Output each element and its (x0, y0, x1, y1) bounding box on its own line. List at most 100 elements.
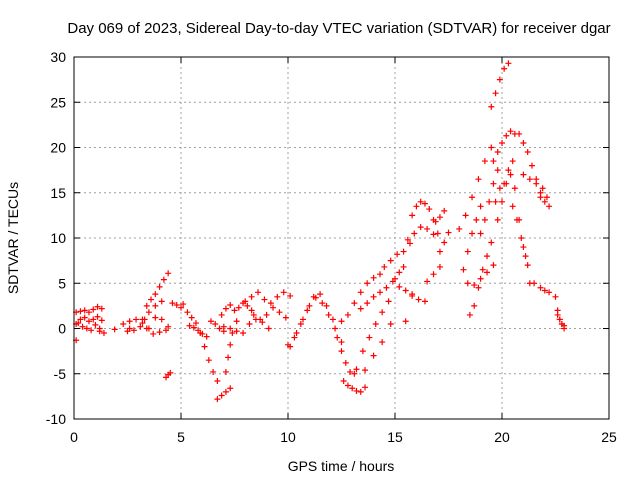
data-point-s12 (186, 322, 193, 329)
x-tick-label: 0 (70, 429, 78, 445)
data-point-s05 (133, 316, 140, 323)
data-point-s06 (163, 327, 170, 334)
data-point-s17 (233, 328, 240, 335)
data-point-s10 (178, 304, 184, 311)
data-point-s25 (372, 320, 379, 327)
x-tick-label: 10 (280, 429, 296, 445)
data-point-s07 (143, 302, 150, 309)
data-point-s41 (494, 167, 501, 174)
data-point-s18 (261, 296, 268, 303)
data-point-s34 (436, 263, 443, 270)
data-point-s36 (445, 229, 452, 236)
y-tick-label: 0 (58, 321, 66, 337)
data-point-s47 (520, 139, 527, 146)
data-point-s40 (484, 269, 491, 276)
data-point-s05 (126, 318, 133, 325)
data-point-s27 (362, 367, 369, 374)
data-point-s43 (490, 158, 497, 165)
data-point-s02 (88, 327, 95, 334)
data-point-s26 (377, 289, 384, 296)
data-point-s16 (218, 311, 225, 318)
data-point-s38 (464, 248, 471, 255)
data-point-s11 (205, 357, 212, 364)
x-tick-label: 25 (601, 429, 617, 445)
data-point-s46 (513, 216, 520, 223)
data-point-s05 (152, 314, 159, 321)
y-tick-label: 5 (58, 275, 66, 291)
data-point-s07 (165, 270, 172, 277)
data-point-s06 (156, 329, 163, 336)
data-point-s21 (325, 311, 332, 318)
data-point-s08 (158, 298, 165, 305)
data-point-s24 (370, 274, 377, 281)
data-point-s03 (81, 314, 88, 321)
data-point-s26 (357, 305, 364, 312)
data-point-s09 (167, 369, 174, 376)
data-point-s44 (505, 167, 512, 174)
data-point-s11 (188, 314, 195, 321)
x-axis-label: GPS time / hours (288, 458, 395, 474)
data-point-s14 (227, 385, 234, 392)
data-point-s37 (481, 158, 488, 165)
data-point-s24 (364, 280, 371, 287)
data-point-s29 (396, 269, 403, 276)
data-point-s33 (409, 291, 416, 298)
data-point-s21 (306, 302, 313, 309)
data-point-s01 (98, 305, 105, 312)
data-point-s02 (83, 325, 90, 332)
data-point-s01 (85, 309, 92, 316)
data-point-s19 (276, 309, 283, 316)
data-point-s19 (250, 311, 257, 318)
data-point-s39 (466, 311, 473, 318)
data-point-s33 (421, 298, 428, 305)
data-point-s12 (199, 330, 206, 337)
data-point-s11 (201, 343, 208, 350)
data-point-s33 (415, 296, 422, 303)
data-point-s34 (424, 278, 431, 285)
data-point-s28 (387, 257, 394, 264)
data-point-s22 (338, 348, 345, 355)
data-point-s17 (227, 325, 234, 332)
data-point-s30 (402, 318, 409, 325)
data-point-s31 (417, 198, 424, 205)
data-point-s15 (233, 318, 240, 325)
data-point-s08 (152, 302, 159, 309)
data-point-s41 (490, 180, 497, 187)
data-point-s21 (287, 343, 294, 350)
data-point-s02 (92, 321, 99, 328)
data-point-s28 (400, 248, 407, 255)
data-point-s45 (499, 198, 505, 205)
data-point-s45 (503, 180, 510, 187)
data-point-s22 (347, 368, 354, 375)
data-point-s21 (299, 316, 306, 323)
data-point-s07 (156, 283, 163, 290)
data-point-s25 (359, 348, 366, 355)
data-point-s31 (409, 212, 416, 219)
data-point-s19 (263, 311, 270, 318)
data-point-s25 (353, 366, 360, 373)
data-point-s24 (351, 300, 358, 307)
data-point-s11 (210, 368, 217, 375)
data-point-s37 (469, 194, 476, 201)
y-tick-label: -10 (46, 411, 66, 427)
data-point-s18 (287, 292, 294, 299)
data-point-s31 (413, 203, 420, 210)
data-point-s05 (158, 316, 165, 323)
data-point-s25 (379, 309, 386, 316)
y-tick-label: -5 (54, 366, 67, 382)
data-point-s03 (90, 316, 97, 323)
data-point-s20 (304, 307, 311, 314)
data-point-s52 (554, 311, 561, 318)
data-point-s29 (400, 263, 407, 270)
data-point-s01 (90, 306, 97, 313)
data-point-s20 (297, 320, 304, 327)
data-point-s15 (229, 330, 236, 337)
y-tick-label: 30 (50, 49, 66, 65)
data-point-s17 (246, 320, 253, 327)
data-point-s11 (184, 309, 191, 316)
data-point-s20 (317, 291, 324, 298)
data-point-s23 (353, 387, 360, 394)
data-point-s26 (370, 293, 377, 300)
x-tick-label: 5 (177, 429, 185, 445)
data-point-s36 (436, 248, 443, 255)
